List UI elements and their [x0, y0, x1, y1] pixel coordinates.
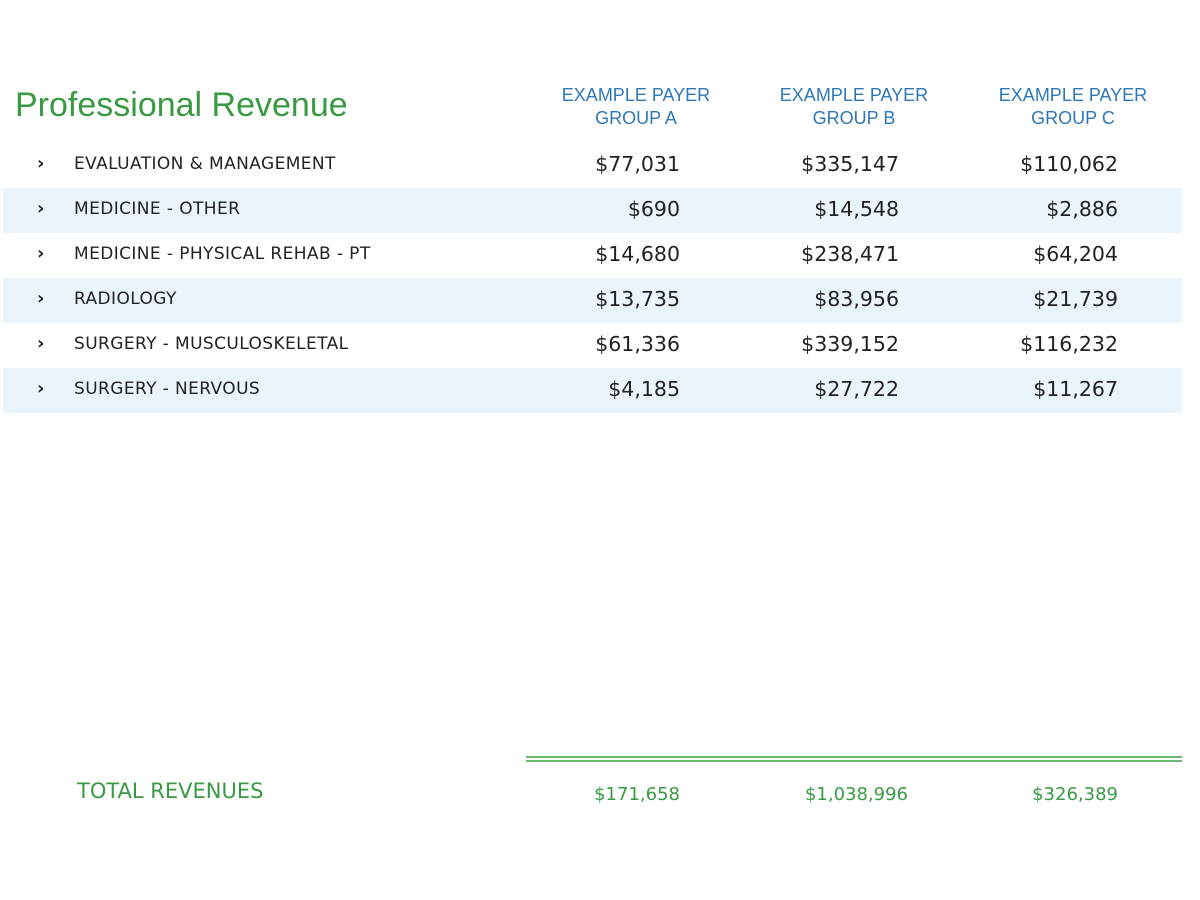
cell-group-c: $2,886: [1046, 197, 1118, 221]
table-row-radiology[interactable]: › RADIOLOGY $13,735 $83,956 $21,739: [3, 278, 1182, 323]
row-label: SURGERY - NERVOUS: [74, 379, 261, 399]
chevron-right-icon[interactable]: ›: [37, 378, 45, 399]
column-header-group-b: EXAMPLE PAYER GROUP B: [769, 84, 939, 130]
cell-group-b: $83,956: [814, 287, 899, 311]
chevron-right-icon[interactable]: ›: [37, 198, 45, 219]
column-header-group-c: EXAMPLE PAYER GROUP C: [988, 84, 1158, 130]
column-header-line1: EXAMPLE PAYER: [561, 85, 711, 105]
report-title: Professional Revenue: [15, 86, 348, 124]
cell-group-c: $64,204: [1033, 242, 1118, 266]
row-label: MEDICINE - PHYSICAL REHAB - PT: [74, 244, 371, 264]
chevron-right-icon[interactable]: ›: [37, 288, 45, 309]
table-row-medicine-physical-rehab-pt[interactable]: › MEDICINE - PHYSICAL REHAB - PT $14,680…: [3, 233, 1182, 278]
cell-group-a: $77,031: [595, 152, 680, 176]
table-row-medicine-other[interactable]: › MEDICINE - OTHER $690 $14,548 $2,886: [3, 188, 1182, 233]
total-group-c: $326,389: [1032, 784, 1118, 805]
total-double-rule: [526, 756, 1182, 762]
column-header-line1: EXAMPLE PAYER: [998, 85, 1148, 105]
row-label: MEDICINE - OTHER: [74, 199, 241, 219]
row-label: EVALUATION & MANAGEMENT: [74, 154, 336, 174]
total-group-a: $171,658: [594, 784, 680, 805]
chevron-right-icon[interactable]: ›: [37, 243, 45, 264]
cell-group-c: $11,267: [1033, 377, 1118, 401]
total-revenues-label: TOTAL REVENUES: [77, 779, 264, 803]
chevron-right-icon[interactable]: ›: [37, 153, 45, 174]
chevron-right-icon[interactable]: ›: [37, 333, 45, 354]
cell-group-a: $690: [627, 197, 680, 221]
column-header-line1: EXAMPLE PAYER: [779, 85, 929, 105]
cell-group-c: $21,739: [1033, 287, 1118, 311]
column-header-group-a: EXAMPLE PAYER GROUP A: [551, 84, 721, 130]
cell-group-b: $27,722: [814, 377, 899, 401]
column-header-line2: GROUP C: [1031, 108, 1115, 128]
row-label: SURGERY - MUSCULOSKELETAL: [74, 334, 349, 354]
cell-group-c: $116,232: [1020, 332, 1118, 356]
cell-group-b: $339,152: [801, 332, 899, 356]
cell-group-b: $335,147: [801, 152, 899, 176]
cell-group-c: $110,062: [1020, 152, 1118, 176]
column-header-line2: GROUP A: [595, 108, 677, 128]
cell-group-a: $4,185: [608, 377, 680, 401]
column-header-line2: GROUP B: [812, 108, 896, 128]
table-row-evaluation-management[interactable]: › EVALUATION & MANAGEMENT $77,031 $335,1…: [3, 143, 1182, 188]
total-group-b: $1,038,996: [804, 784, 908, 805]
cell-group-a: $61,336: [595, 332, 680, 356]
cell-group-b: $238,471: [801, 242, 899, 266]
cell-group-a: $13,735: [595, 287, 680, 311]
table-row-surgery-musculoskeletal[interactable]: › SURGERY - MUSCULOSKELETAL $61,336 $339…: [3, 323, 1182, 368]
row-label: RADIOLOGY: [74, 289, 177, 309]
cell-group-b: $14,548: [814, 197, 899, 221]
revenue-table: › EVALUATION & MANAGEMENT $77,031 $335,1…: [3, 143, 1182, 413]
table-row-surgery-nervous[interactable]: › SURGERY - NERVOUS $4,185 $27,722 $11,2…: [3, 368, 1182, 413]
cell-group-a: $14,680: [595, 242, 680, 266]
